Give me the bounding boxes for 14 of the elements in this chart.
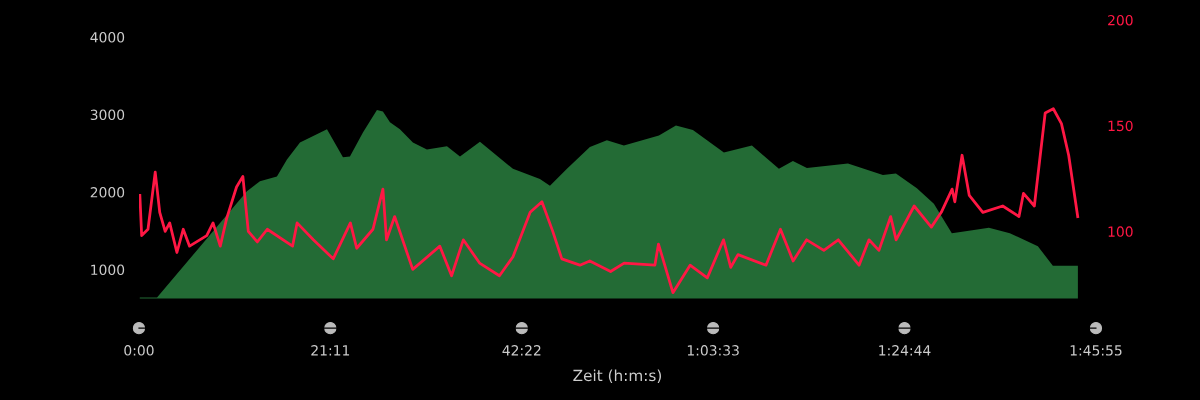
y2-tick-label: 200 — [1108, 14, 1133, 26]
y2-tick-label: 100 — [1108, 226, 1133, 237]
y-tick-label: 1000 — [91, 264, 125, 276]
x-tick-label: 1:45:55 — [1070, 345, 1122, 356]
y-tick-label: 4000 — [90, 32, 125, 43]
x-tick-label: 21:11 — [311, 345, 350, 356]
y-tick-label: 3000 — [90, 109, 125, 121]
y2-tick-label: 150 — [1108, 120, 1133, 132]
x-axis-title: Zeit (h:m:s) — [573, 369, 661, 384]
x-tick-label: 1:03:33 — [687, 345, 739, 356]
x-tick-label: 0:00 — [124, 345, 154, 356]
x-tick-label: 42:22 — [502, 345, 541, 356]
x-tick-label: 1:24:44 — [879, 345, 931, 356]
y-tick-label: 2000 — [90, 187, 125, 198]
